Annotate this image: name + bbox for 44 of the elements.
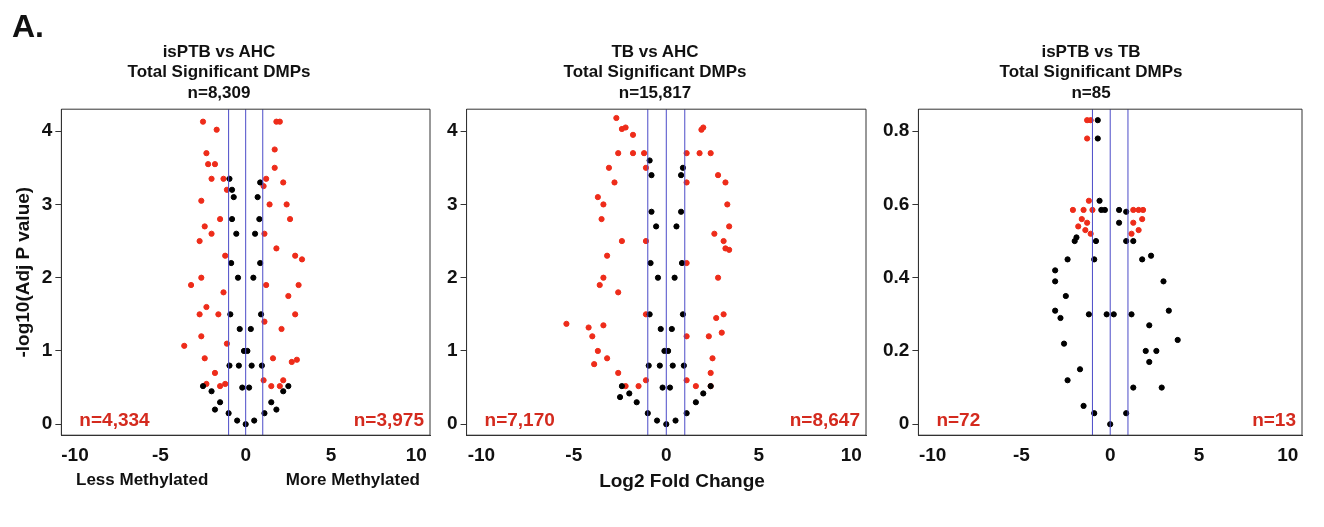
x-tick-label: -10 bbox=[467, 443, 496, 465]
chart-title: isPTB vs AHC Total Significant DMPs n=8,309 bbox=[127, 41, 311, 102]
x-tick-label: -5 bbox=[1012, 443, 1031, 465]
y-tick-label: 4 bbox=[41, 119, 53, 141]
x-tick-label: -10 bbox=[918, 443, 947, 465]
chart-title: isPTB vs TB Total Significant DMPs n=85 bbox=[999, 41, 1183, 102]
y-tick-label: 2 bbox=[446, 265, 458, 287]
y-tick-label: 1 bbox=[41, 339, 53, 361]
y-tick-label: 0 bbox=[898, 412, 910, 434]
x-tick-label: 0 bbox=[240, 443, 251, 465]
y-tick-label: 0.8 bbox=[882, 119, 910, 141]
y-tick-label: 0 bbox=[41, 412, 53, 434]
annotation: n=13 bbox=[1252, 409, 1296, 431]
x-tick-label: 0 bbox=[1104, 443, 1116, 465]
x-tick-label: 10 bbox=[840, 443, 862, 465]
annotation: n=72 bbox=[936, 409, 981, 431]
y-tick-label: 0.6 bbox=[882, 192, 910, 214]
x-tick-label: 5 bbox=[325, 443, 337, 465]
y-axis-title: -log10(Adj P value) bbox=[11, 186, 33, 358]
annotation: n=7,170 bbox=[484, 409, 555, 431]
x-tick-label: 10 bbox=[405, 443, 427, 465]
x-tick-label: 10 bbox=[1277, 443, 1299, 465]
annotation: n=4,334 bbox=[79, 409, 151, 431]
x-tick-label: -5 bbox=[565, 443, 583, 465]
text: Less Methylated bbox=[76, 470, 209, 491]
x-tick-label: 5 bbox=[753, 443, 765, 465]
x-tick-label: 0 bbox=[660, 443, 672, 465]
x-axis-title: Log2 Fold Change bbox=[599, 470, 765, 493]
chart-title: TB vs AHC Total Significant DMPs n=15,817 bbox=[563, 41, 747, 102]
y-tick-label: 4 bbox=[446, 119, 458, 141]
annotation: n=8,647 bbox=[789, 409, 860, 431]
y-tick-label: 2 bbox=[41, 265, 53, 287]
y-tick-label: 0.4 bbox=[882, 265, 910, 287]
y-tick-label: 1 bbox=[446, 339, 458, 361]
y-tick-label: 0.2 bbox=[882, 339, 910, 361]
annotation: n=3,975 bbox=[353, 409, 425, 431]
y-tick-label: 0 bbox=[446, 412, 458, 434]
x-tick-label: -10 bbox=[61, 443, 89, 465]
x-tick-label: 5 bbox=[1193, 443, 1205, 465]
y-tick-label: 3 bbox=[41, 192, 53, 214]
text: A. bbox=[12, 8, 44, 45]
text: More Methylated bbox=[285, 470, 420, 491]
x-tick-label: -5 bbox=[151, 443, 170, 465]
y-tick-label: 3 bbox=[446, 192, 458, 214]
